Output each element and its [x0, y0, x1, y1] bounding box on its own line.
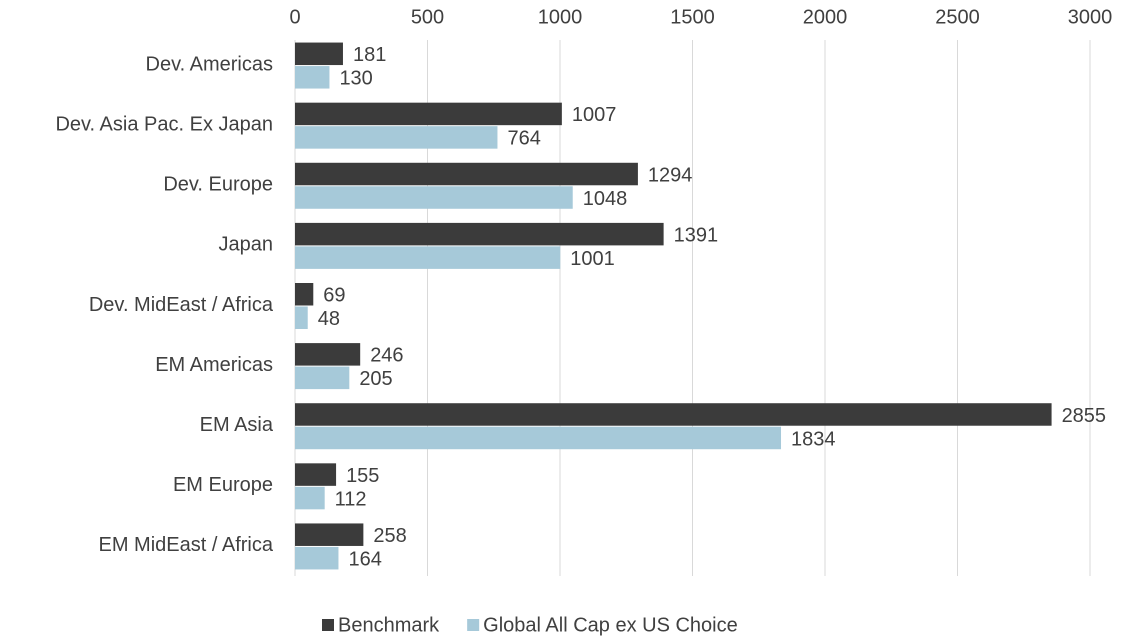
bar [295, 246, 561, 269]
value-label: 1007 [572, 104, 617, 126]
legend-swatch [467, 619, 480, 631]
x-tick-label: 0 [289, 6, 300, 28]
value-label: 164 [348, 548, 381, 570]
x-tick-label: 1500 [670, 6, 715, 28]
y-tick-label: EM Asia [200, 414, 274, 436]
bar [295, 426, 782, 450]
bar [295, 126, 498, 149]
bar [295, 222, 664, 246]
legend-label: Global All Cap ex US Choice [483, 614, 738, 636]
bar [295, 403, 1052, 426]
y-tick-label: EM Americas [155, 354, 273, 376]
value-label: 246 [370, 345, 403, 367]
y-tick-label: Dev. Europe [163, 174, 273, 196]
value-label: 1834 [791, 428, 836, 450]
bar [295, 546, 339, 570]
bar [295, 523, 364, 546]
x-tick-label: 2000 [803, 6, 848, 28]
legend-swatch [322, 619, 334, 631]
bar [295, 162, 638, 186]
value-label: 764 [507, 128, 540, 150]
x-tick-label: 2500 [935, 6, 980, 28]
bar [295, 283, 314, 306]
value-label: 130 [339, 68, 372, 90]
y-tick-label: EM MidEast / Africa [99, 534, 274, 556]
value-label: 258 [373, 525, 406, 547]
value-label: 112 [335, 488, 367, 510]
value-label: 1001 [570, 248, 615, 270]
x-tick-label: 1000 [538, 6, 583, 28]
bar [295, 306, 308, 329]
value-label: 155 [346, 465, 379, 487]
bar [295, 102, 562, 126]
y-tick-label: Dev. MidEast / Africa [89, 294, 274, 316]
value-label: 48 [318, 308, 340, 330]
value-label: 1048 [583, 188, 628, 210]
bar [295, 366, 350, 390]
y-tick-label: Dev. Americas [146, 53, 273, 75]
bar [295, 66, 330, 89]
value-label: 1391 [674, 224, 719, 246]
value-label: 181 [353, 44, 386, 66]
value-label: 2855 [1062, 405, 1107, 427]
value-label: 69 [323, 285, 345, 307]
x-tick-label: 500 [411, 6, 444, 28]
value-label: 205 [359, 368, 392, 390]
value-label: 1294 [648, 164, 693, 186]
y-tick-label: Dev. Asia Pac. Ex Japan [55, 113, 273, 135]
bar [295, 486, 325, 510]
bar [295, 343, 361, 366]
x-tick-label: 3000 [1068, 6, 1113, 28]
bar [295, 463, 337, 486]
y-tick-label: Japan [219, 234, 274, 256]
y-tick-label: EM Europe [173, 474, 273, 496]
bar [295, 186, 573, 209]
bar [295, 42, 343, 66]
legend-label: Benchmark [338, 614, 440, 636]
